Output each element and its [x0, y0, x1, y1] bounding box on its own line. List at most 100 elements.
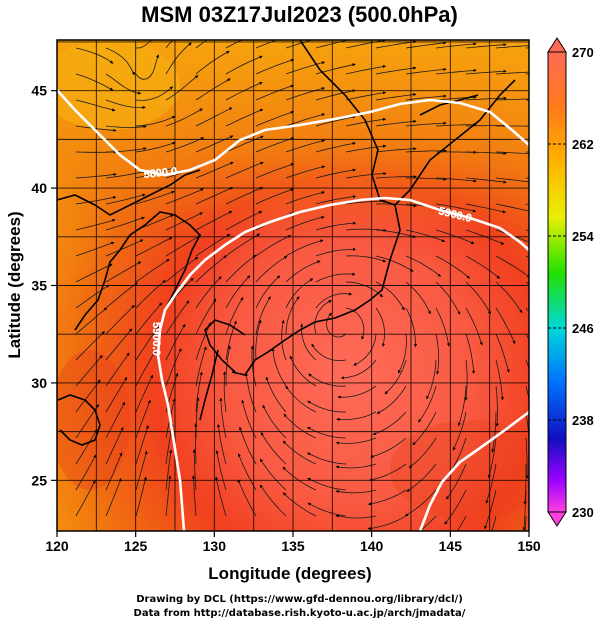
streamline	[105, 125, 147, 129]
contour-label: 5900.0	[150, 322, 162, 356]
streamline	[405, 41, 447, 49]
streamline	[418, 385, 437, 423]
streamline	[135, 326, 160, 361]
streamline	[195, 255, 227, 283]
streamline	[225, 345, 231, 386]
streamline	[406, 463, 437, 492]
colorbar-body	[547, 51, 567, 513]
streamline	[165, 108, 203, 127]
contour-5900-west	[156, 329, 186, 531]
streamline	[456, 515, 467, 531]
streamline	[105, 282, 138, 309]
streamline	[75, 307, 108, 335]
streamline	[105, 147, 147, 153]
streamline	[405, 307, 418, 348]
y-axis: 25 30 35 40 45	[31, 83, 57, 488]
streamline	[495, 281, 523, 314]
streamline	[195, 276, 222, 309]
streamline	[464, 359, 468, 401]
y-axis-label: Latitude (degrees)	[5, 211, 24, 358]
streamline	[435, 281, 461, 315]
streamline	[405, 255, 441, 277]
streamline	[444, 489, 467, 525]
colorbar: 270 262 254 246 238 230	[547, 37, 594, 527]
streamline	[345, 228, 387, 232]
streamline	[375, 40, 417, 49]
streamline	[315, 221, 357, 231]
streamline	[285, 139, 326, 153]
streamline	[315, 168, 356, 179]
streamline	[465, 307, 483, 346]
streamline	[165, 300, 190, 335]
streamline	[255, 137, 295, 153]
streamline	[307, 400, 346, 413]
streamline	[285, 239, 324, 257]
colorbar-tick-label: 270	[572, 45, 594, 60]
streamline	[165, 256, 199, 283]
streamline	[75, 99, 116, 112]
streamline	[135, 350, 156, 387]
streamline	[525, 437, 529, 479]
streamline	[311, 343, 347, 361]
x-tick-label: 150	[517, 538, 541, 554]
streamline	[255, 319, 262, 361]
streamline	[105, 261, 142, 283]
streamline	[307, 452, 347, 465]
streamline	[255, 110, 295, 127]
streamline	[484, 489, 497, 530]
x-tick-label: 130	[203, 538, 227, 554]
x-tick-label: 145	[439, 538, 463, 554]
streamline	[285, 165, 326, 179]
footer-credit-dcl: Drawing by DCL (https://www.gfd-dennou.o…	[136, 594, 463, 605]
streamline	[285, 87, 325, 101]
streamline	[285, 61, 326, 75]
streamline	[135, 279, 166, 309]
streamline	[315, 115, 356, 127]
streamline	[345, 199, 387, 205]
streamline	[435, 42, 477, 49]
streamline	[435, 307, 450, 347]
streamline	[255, 84, 295, 101]
streamline	[326, 312, 347, 338]
streamline	[435, 333, 440, 375]
streamline	[225, 161, 264, 179]
streamline	[283, 413, 317, 439]
streamline	[105, 99, 146, 110]
streamline	[345, 144, 387, 153]
streamline	[465, 43, 507, 49]
streamline	[255, 275, 281, 309]
streamline	[105, 352, 130, 387]
streamline	[281, 319, 287, 361]
y-tick-label: 45	[31, 83, 47, 99]
streamline	[135, 141, 176, 153]
colorbar-tick-label: 254	[572, 229, 594, 244]
streamline	[285, 191, 325, 205]
streamline	[406, 177, 447, 181]
streamline	[259, 458, 287, 491]
x-axis: 120 125 130 135 140 145 150	[45, 531, 541, 554]
y-tick-label: 35	[31, 278, 47, 294]
streamline	[165, 348, 182, 387]
streamline	[375, 229, 417, 238]
streamline	[465, 177, 507, 184]
x-axis-label: Longitude (degrees)	[208, 564, 371, 583]
streamline	[165, 40, 174, 49]
streamline	[285, 260, 321, 283]
streamline	[465, 96, 507, 101]
streamline	[367, 515, 407, 530]
streamline	[237, 453, 257, 491]
streamline	[345, 281, 383, 298]
streamline	[345, 307, 365, 340]
streamline	[215, 450, 227, 491]
streamline	[315, 89, 356, 101]
streamline	[135, 258, 170, 283]
streamline	[408, 437, 437, 469]
coastlines	[57, 40, 516, 446]
streamline	[285, 215, 325, 231]
streamline	[315, 142, 356, 153]
streamline	[237, 479, 257, 517]
streamline	[315, 247, 357, 257]
streamline	[285, 278, 314, 309]
streamline	[384, 359, 407, 395]
